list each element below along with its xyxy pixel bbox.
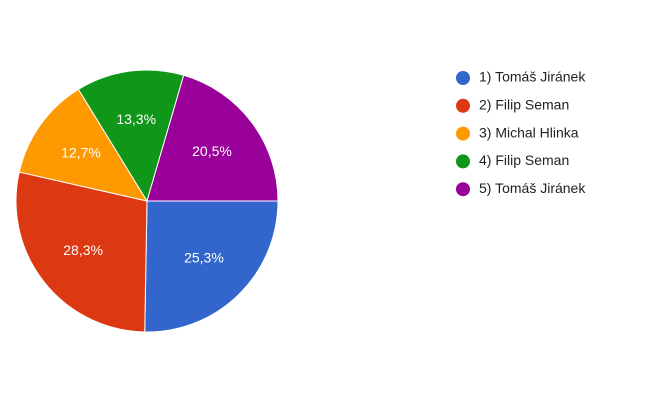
legend-label: 1) Tomáš Jiránek [479, 69, 586, 85]
pie-slice [77, 69, 185, 203]
slice-label: 25,3% [184, 250, 224, 266]
pie-slice [146, 74, 279, 202]
pie-slice [18, 88, 149, 202]
legend-label: 5) Tomáš Jiránek [479, 180, 586, 196]
legend-label: 4) Filip Seman [479, 152, 569, 168]
legend-marker [456, 126, 470, 141]
legend-label: 2) Filip Seman [479, 97, 569, 113]
legend-label: 3) Michal Hlinka [479, 124, 579, 140]
pie-slice [144, 200, 279, 333]
legend-marker [456, 182, 470, 197]
legend-marker [456, 71, 470, 85]
slice-label: 13,3% [116, 111, 156, 127]
legend-marker [456, 154, 470, 169]
slice-label: 12,7% [61, 144, 101, 160]
slice-label: 20,5% [192, 143, 232, 159]
slice-label: 28,3% [63, 242, 103, 258]
pie-slice [15, 171, 148, 333]
legend-marker [456, 98, 470, 113]
